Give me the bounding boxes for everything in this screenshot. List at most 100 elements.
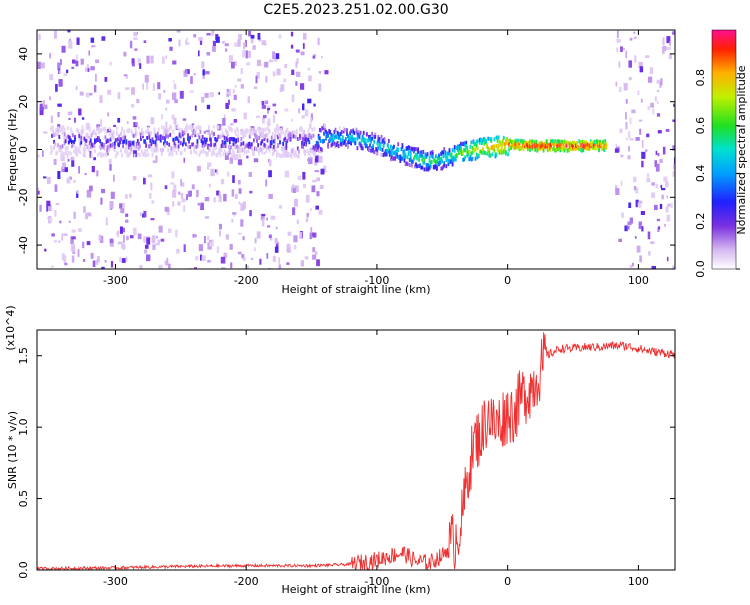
heatmap-cell [533,143,536,147]
heatmap-cell [672,145,675,151]
heatmap-cell [157,239,161,245]
heatmap-cell [56,150,59,155]
heatmap-cell [245,128,248,133]
heatmap-cell [42,100,45,107]
heatmap-cell [193,34,197,38]
heatmap-cell [629,138,634,141]
heatmap-cell [54,142,57,147]
heatmap-cell [306,213,309,218]
heatmap-cell [223,149,226,154]
heatmap-cell [553,141,555,146]
heatmap-cell [159,134,162,139]
heatmap-cell [290,151,293,156]
heatmap-cell [580,148,583,153]
heatmap-cell [144,139,146,144]
heatmap-cell [46,200,51,207]
heatmap-cell [292,207,296,216]
heatmap-cell [240,219,244,227]
heatmap-cell [430,150,433,155]
heatmap-cell [90,153,93,158]
x-tick-label: -100 [364,575,389,588]
heatmap-cell [365,143,368,148]
heatmap-cell [266,126,269,131]
heatmap-cell [116,131,118,136]
heatmap-cell [187,144,189,149]
heatmap-cell [583,145,586,150]
heatmap-cell [256,231,261,239]
heatmap-cell [301,127,303,132]
heatmap-cell [107,112,110,117]
heatmap-cell [112,146,115,151]
heatmap-cell [204,197,210,202]
heatmap-cell [531,146,533,151]
heatmap-cell [173,83,177,90]
heatmap-cell [172,145,175,150]
heatmap-cell [602,139,605,144]
heatmap-cell [226,93,230,97]
heatmap-cell [58,240,61,243]
heatmap-cell [364,142,367,147]
heatmap-cell [143,178,146,185]
heatmap-cell [469,154,472,159]
heatmap-cell [183,205,186,212]
heatmap-cell [95,73,97,82]
heatmap-cell [202,145,205,150]
heatmap-cell [194,133,197,137]
heatmap-cell [145,129,148,134]
heatmap-cell [580,143,583,147]
heatmap-cell [399,159,402,163]
heatmap-cell [511,142,514,147]
heatmap-cell [315,155,319,163]
heatmap-cell [511,139,514,144]
heatmap-cell [654,160,657,168]
heatmap-cell [204,140,207,145]
heatmap-cell [200,202,204,210]
heatmap-cell [302,132,304,136]
heatmap-cell [496,139,499,144]
heatmap-cell [217,124,222,131]
heatmap-cell [253,158,259,163]
heatmap-cell [234,143,236,148]
heatmap-cell [227,144,230,149]
heatmap-cell [497,135,500,140]
heatmap-cell [153,127,156,132]
heatmap-cell [253,138,255,143]
heatmap-cell [363,140,366,145]
heatmap-cell [146,55,150,64]
heatmap-cell [164,143,166,148]
heatmap-cell [116,126,118,131]
heatmap-cell [100,197,103,205]
heatmap-cell [113,148,116,153]
heatmap-cell [147,126,150,131]
heatmap-cell [200,254,203,261]
heatmap-cell [422,155,425,160]
heatmap-cell [205,137,208,142]
heatmap-cell [267,145,270,150]
heatmap-cell [109,137,112,142]
heatmap-cell [136,139,139,143]
heatmap-cell [57,62,61,70]
heatmap-cell [240,68,243,74]
heatmap-cell [370,139,372,144]
heatmap-cell [419,163,422,168]
heatmap-cell [587,145,590,150]
heatmap-cell [213,197,217,203]
heatmap-cell [49,74,54,81]
heatmap-cell [156,135,159,140]
heatmap-cell [150,131,153,136]
heatmap-cell [43,131,48,134]
heatmap-cell [224,43,229,47]
heatmap-cell [243,150,246,155]
heatmap-cell [400,156,403,161]
heatmap-cell [174,143,177,148]
heatmap-cell [672,119,675,122]
heatmap-cell [264,61,269,68]
heatmap-cell [63,132,66,137]
heatmap-cell [98,136,100,141]
heatmap-cell [44,104,48,110]
heatmap-cell [407,151,410,156]
heatmap-cell [154,140,157,145]
heatmap-cell [71,255,75,263]
heatmap-cell [96,127,98,132]
heatmap-cell [164,206,169,212]
